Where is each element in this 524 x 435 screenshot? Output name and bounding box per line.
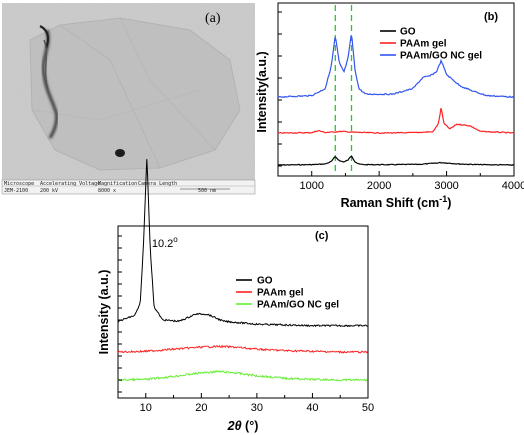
- x-tick-label: 4000: [502, 180, 524, 192]
- tem-header-0: Microscope: [4, 181, 34, 187]
- series-line-go: [278, 155, 515, 166]
- series-line-paam-go-nc-gel: [277, 34, 515, 99]
- y-axis-label: Intensity(a.u.): [255, 51, 269, 132]
- tem-header-2: Magnification: [98, 181, 137, 187]
- legend-label-go: GO: [400, 27, 416, 38]
- series-line-paam-go-nc-gel: [117, 369, 368, 383]
- dark-particle: [115, 149, 125, 157]
- x-tick-label: 40: [306, 402, 318, 414]
- legend-label-paam-go-nc-gel: PAAm/GO NC gel: [257, 300, 339, 311]
- x-tick-label: 10: [140, 402, 152, 414]
- legend-label-paam-gel: PAAm gel: [400, 39, 447, 50]
- x-axis-label: 2θ (°): [227, 419, 259, 433]
- plot-frame: [277, 2, 515, 177]
- peak-annotation: 10.2o: [152, 235, 178, 250]
- x-tick-label: 30: [251, 402, 263, 414]
- x-tick-label: 3000: [434, 180, 458, 192]
- tem-scale-label: 500 nm: [198, 188, 216, 194]
- tem-value-0: JEM-2100: [4, 188, 28, 194]
- panel-label-a: (a): [205, 11, 221, 26]
- series-line-paam-gel: [277, 107, 515, 135]
- panel-label-c: (c): [315, 230, 329, 242]
- x-tick-label: 50: [362, 402, 374, 414]
- x-tick-label: 20: [195, 402, 207, 414]
- panel-label-b: (b): [484, 11, 498, 23]
- series-line-go: [117, 159, 368, 328]
- tem-header-1: Accelerating Voltage: [40, 181, 100, 187]
- x-tick-label: 2000: [367, 180, 391, 192]
- legend-label-paam-gel: PAAm gel: [257, 288, 304, 299]
- tem-info-bar: [1, 179, 256, 195]
- tem-panel: (a) Microscope Accelerating Voltage Magn…: [1, 3, 256, 195]
- x-axis-label: Raman Shift (cm-1): [341, 194, 452, 210]
- legend-label-go: GO: [257, 276, 273, 287]
- series-line-paam-gel: [117, 344, 369, 354]
- legend-label-paam-go-nc-gel: PAAm/GO NC gel: [400, 51, 482, 62]
- plot-frame: [117, 225, 369, 399]
- x-tick-label: 1000: [299, 180, 323, 192]
- graphene-sheet: [29, 17, 241, 171]
- y-axis-label: Intensity (a.u.): [97, 270, 111, 355]
- tem-value-1: 200 kV: [40, 188, 58, 194]
- tem-header-3: Camera Length: [138, 181, 177, 187]
- tem-value-2: 8000 x: [98, 188, 116, 194]
